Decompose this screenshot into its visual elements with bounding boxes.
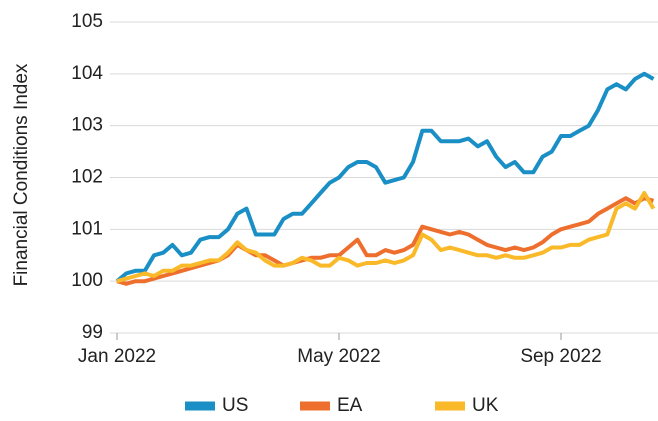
y-tick-label: 105 [71, 11, 103, 32]
x-tick-label: Jan 2022 [78, 346, 156, 367]
y-tick-label: 99 [82, 322, 103, 343]
y-tick-label: 104 [71, 63, 103, 84]
legend-label: EA [337, 395, 363, 416]
series-line [115, 71, 655, 283]
x-tick-label: Sep 2022 [520, 346, 601, 367]
legend-label: US [222, 395, 248, 416]
y-tick-label: 101 [71, 218, 103, 239]
series-line [116, 191, 656, 284]
y-tick-label: 103 [71, 115, 103, 136]
y-axis-label: Financial Conditions Index [11, 63, 32, 286]
y-tick-label: 100 [71, 270, 103, 291]
series-line [116, 196, 655, 286]
legend-label: UK [472, 395, 499, 416]
x-tick-label: May 2022 [297, 346, 380, 367]
y-tick-label: 102 [71, 167, 103, 188]
